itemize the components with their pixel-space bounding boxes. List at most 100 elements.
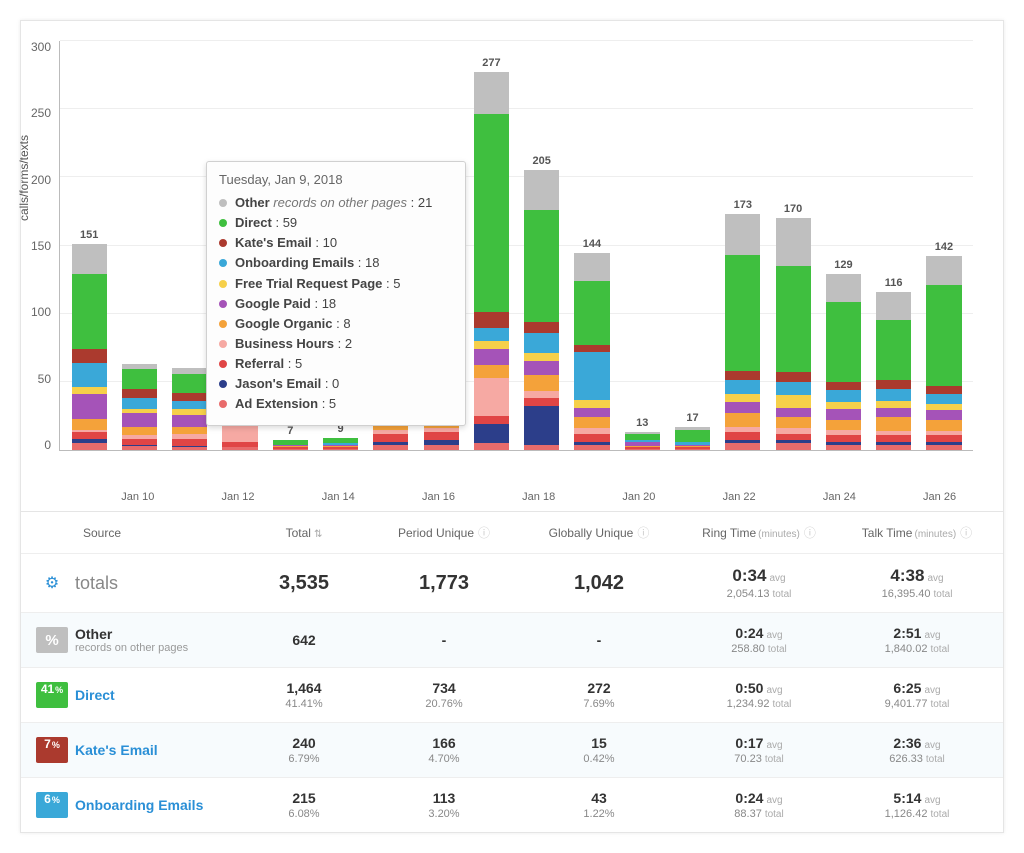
source-badge: % (36, 627, 68, 653)
x-tick: Jan 18 (505, 491, 572, 503)
sort-icon: ⇅ (314, 529, 322, 540)
hint-icon[interactable]: ⓘ (637, 526, 649, 540)
bar-segment (776, 434, 811, 441)
bar-segment (474, 312, 509, 328)
analytics-panel: calls/forms/texts 300250200150100500 151… (20, 20, 1004, 833)
x-tick: Jan 16 (405, 491, 472, 503)
y-tick: 0 (44, 439, 51, 451)
bar-segment (172, 374, 207, 393)
source-name[interactable]: Direct (75, 687, 239, 703)
bar-value-label: 116 (885, 277, 903, 289)
bar-segment (122, 398, 157, 409)
tooltip-row: Google Paid : 18 (219, 294, 451, 314)
bar-segment (826, 382, 861, 390)
bar-segment (574, 445, 609, 450)
bar-value-label: 277 (482, 57, 500, 69)
tooltip-row: Google Organic : 8 (219, 314, 451, 334)
table-row[interactable]: 41%Direct1,46441.41%73420.76%2727.69%0:5… (21, 667, 1003, 722)
bar-segment (776, 408, 811, 418)
source-name[interactable]: Kate's Email (75, 742, 239, 758)
table-row[interactable]: 7%Kate's Email2406.79%1664.70%150.42%0:1… (21, 722, 1003, 777)
x-tick: Jan 20 (606, 491, 673, 503)
bar-segment (725, 380, 760, 394)
bar[interactable]: 170 (768, 203, 818, 450)
bar[interactable]: 277 (466, 57, 516, 450)
bar-segment (172, 447, 207, 450)
tooltip-row: Jason's Email : 0 (219, 374, 451, 394)
bar[interactable] (114, 361, 164, 450)
bar-segment (826, 409, 861, 420)
bar[interactable]: 7 (265, 425, 315, 450)
legend-swatch-icon (219, 360, 227, 368)
bar-segment (876, 292, 911, 321)
bar-segment (72, 387, 107, 394)
bar-segment (172, 401, 207, 409)
bar-segment (776, 372, 811, 382)
bar-segment (574, 345, 609, 352)
bar-segment (725, 443, 760, 450)
col-period-unique[interactable]: Period Uniqueⓘ (369, 520, 519, 545)
tooltip-row: Direct : 59 (219, 213, 451, 233)
bar[interactable]: 116 (869, 277, 919, 450)
col-ring-time[interactable]: Ring Time(minutes)ⓘ (679, 520, 839, 545)
bar-segment (675, 430, 710, 442)
bar-segment (172, 439, 207, 446)
totals-talk-time: 4:38avg 16,395.40total (839, 566, 995, 600)
col-talk-time[interactable]: Talk Time(minutes)ⓘ (839, 520, 995, 545)
bar-segment (675, 449, 710, 450)
bar-segment (574, 408, 609, 418)
bar-segment (574, 434, 609, 442)
table-row[interactable]: 6%Onboarding Emails2156.08%1133.20%431.2… (21, 777, 1003, 832)
tooltip-row: Referral : 5 (219, 354, 451, 374)
bar-segment (926, 404, 961, 411)
bar[interactable]: 144 (567, 238, 617, 450)
hint-icon[interactable]: ⓘ (960, 526, 972, 540)
x-tick: Jan 14 (305, 491, 372, 503)
bar-value-label: 205 (533, 155, 551, 167)
bar[interactable]: 205 (517, 155, 567, 450)
bar-segment (776, 382, 811, 396)
bar[interactable]: 173 (718, 199, 768, 450)
bar-segment (725, 394, 760, 402)
hint-icon[interactable]: ⓘ (804, 526, 816, 540)
bar-segment (373, 434, 408, 442)
col-source[interactable]: Source (29, 522, 239, 544)
bar-segment (926, 445, 961, 450)
bar-segment (373, 445, 408, 450)
totals-label: totals (75, 573, 239, 594)
bar-segment (474, 416, 509, 424)
bar[interactable]: 13 (617, 417, 667, 450)
bar-segment (926, 285, 961, 386)
bar-segment (574, 352, 609, 400)
bar-segment (574, 253, 609, 280)
table-row[interactable]: %Otherrecords on other pages642--0:24avg… (21, 612, 1003, 667)
source-name[interactable]: Onboarding Emails (75, 797, 239, 813)
bar-segment (122, 427, 157, 435)
bar-segment (122, 369, 157, 388)
col-globally-unique[interactable]: Globally Uniqueⓘ (519, 520, 679, 545)
x-tick: Jan 24 (806, 491, 873, 503)
bar[interactable]: 129 (818, 259, 868, 450)
col-total[interactable]: Total⇅ (239, 522, 369, 544)
x-tick: Jan 12 (205, 491, 272, 503)
plot-area[interactable]: 151791291332772051441317173170129116142 (59, 41, 973, 451)
bar[interactable]: 17 (667, 412, 717, 450)
y-axis: 300250200150100500 (31, 41, 59, 451)
hint-icon[interactable]: ⓘ (478, 526, 490, 540)
x-tick: Jan 22 (706, 491, 773, 503)
bar-segment (72, 363, 107, 388)
legend-swatch-icon (219, 320, 227, 328)
bar-segment (172, 393, 207, 401)
bar-segment (625, 449, 660, 450)
bar[interactable]: 142 (919, 241, 969, 450)
bar-segment (876, 445, 911, 450)
bar[interactable]: 151 (64, 229, 114, 450)
gear-icon[interactable]: ⚙ (45, 573, 59, 593)
bar-segment (725, 413, 760, 427)
tooltip-date: Tuesday, Jan 9, 2018 (219, 172, 451, 187)
bar[interactable]: 9 (315, 423, 365, 450)
bar-value-label: 142 (935, 241, 953, 253)
bar-value-label: 170 (784, 203, 802, 215)
source-subtext: records on other pages (75, 642, 239, 654)
bar-segment (72, 432, 107, 439)
